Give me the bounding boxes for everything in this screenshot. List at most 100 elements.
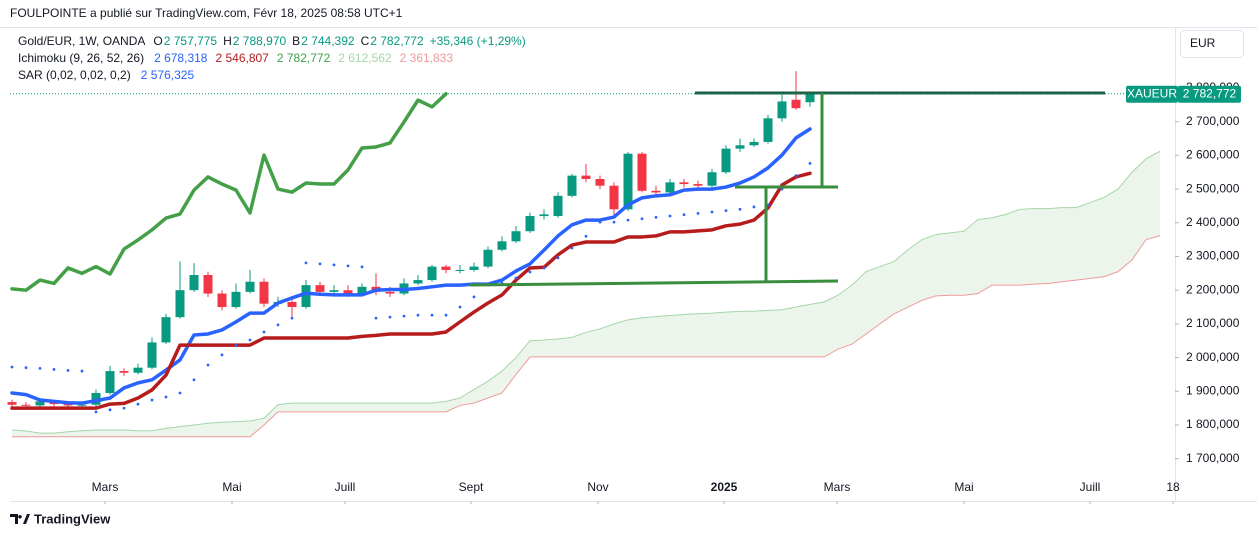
candle-body: [203, 275, 213, 294]
candle-body: [441, 266, 451, 270]
candle-body: [581, 175, 591, 179]
candle: [721, 145, 731, 174]
x-tick-label: Mars: [824, 480, 851, 494]
candle-body: [329, 290, 339, 292]
legend-row: Gold/EUR, 1W, OANDA O2 757,775 H2 788,970 B…: [18, 34, 526, 48]
drawn-support-line[interactable]: [469, 279, 839, 287]
candle-body: [161, 317, 171, 343]
y-tick-label: 2 100,000: [1186, 316, 1240, 330]
sar-dot: [598, 220, 602, 224]
x-tick-label: Sept: [459, 480, 484, 494]
candle-body: [679, 182, 689, 185]
candle-body: [7, 402, 17, 405]
sar-dot: [430, 313, 434, 317]
candle: [217, 290, 227, 311]
candle-body: [805, 93, 815, 103]
y-tick-label: 2 000,000: [1186, 350, 1240, 364]
currency-box[interactable]: [1180, 30, 1244, 58]
sar-dot: [556, 256, 560, 260]
cloud-fill: [12, 151, 1161, 437]
sar-dot: [612, 220, 616, 224]
candle: [791, 71, 801, 110]
sar-dot: [290, 316, 294, 320]
candle: [609, 182, 619, 217]
sar-dot: [304, 261, 308, 265]
candle-body: [175, 290, 185, 318]
candle-body: [595, 178, 605, 186]
sar-dot: [710, 210, 714, 214]
symbol-tag: [1126, 85, 1178, 103]
ichimoku-line: [10, 127, 812, 405]
sar-dot: [528, 270, 532, 274]
sar-dot: [640, 217, 644, 221]
candle-body: [707, 172, 717, 186]
candle-body: [483, 249, 493, 267]
candle-body: [553, 195, 563, 217]
candle: [133, 363, 143, 375]
x-tick-label: Nov: [587, 480, 608, 494]
sar-dot: [66, 368, 70, 372]
candle: [777, 94, 787, 122]
sar-dot: [724, 209, 728, 213]
legend-ohlc-key: H: [223, 34, 232, 48]
candle-body: [651, 190, 661, 193]
legend-indicator-value: 2 678,318: [154, 51, 208, 65]
x-tick-label: Mars: [92, 480, 119, 494]
sar-dot: [416, 313, 420, 317]
candle-body: [133, 367, 143, 373]
y-tick-label: 2 400,000: [1186, 215, 1240, 229]
candle-body: [35, 401, 45, 406]
candle-body: [665, 182, 675, 193]
legend-indicator-value: 2 612,562: [338, 51, 392, 65]
candle-body: [693, 184, 703, 186]
candle-body: [735, 145, 745, 149]
candle: [189, 263, 199, 292]
candle-body: [63, 404, 73, 406]
candle: [525, 212, 535, 233]
candle-body: [413, 280, 423, 284]
candle-body: [231, 291, 241, 308]
legend-symbol: Gold/EUR, 1W, OANDA: [18, 34, 145, 48]
currency: EUR: [1190, 36, 1216, 50]
legend-ohlc-value: 2 757,775: [164, 34, 218, 48]
legend-indicator: SAR (0,02, 0,02, 0,2): [18, 68, 131, 82]
candle: [749, 138, 759, 147]
sar-dot: [514, 276, 518, 280]
y-tick-label: 2 600,000: [1186, 148, 1240, 162]
sar-dot: [122, 406, 126, 410]
candle-body: [539, 214, 549, 217]
x-tick-label: Juill: [335, 480, 356, 494]
candle: [455, 264, 465, 274]
candle: [497, 236, 507, 252]
legend-indicator-value: 2 782,772: [277, 51, 331, 65]
ichimoku-span: [11, 150, 1161, 434]
sar-dot: [206, 363, 210, 367]
sar-dot: [332, 263, 336, 267]
sar-dot: [234, 343, 238, 347]
candle-body: [427, 266, 437, 281]
candle: [329, 285, 339, 294]
candle-body: [469, 266, 479, 270]
candle: [91, 389, 101, 407]
candle: [161, 313, 171, 345]
legend-ohlc-value: 2 744,392: [301, 34, 355, 48]
candle: [413, 275, 423, 286]
candle: [147, 337, 157, 370]
candle-body: [497, 241, 507, 250]
sar-dot: [94, 410, 98, 414]
sar-dot: [248, 338, 252, 342]
sar-dot: [584, 234, 588, 238]
candle-body: [791, 99, 801, 109]
candle: [105, 366, 115, 395]
sar-dot: [444, 313, 448, 317]
x-tick-label: Mai: [222, 480, 241, 494]
logo-icon: [10, 514, 30, 524]
candle-body: [623, 153, 633, 210]
brand: TradingView: [34, 511, 111, 526]
logo: TradingView: [10, 511, 111, 526]
candle: [175, 261, 185, 319]
candle: [259, 278, 269, 308]
sar-dot: [220, 353, 224, 357]
candle-body: [287, 301, 297, 308]
